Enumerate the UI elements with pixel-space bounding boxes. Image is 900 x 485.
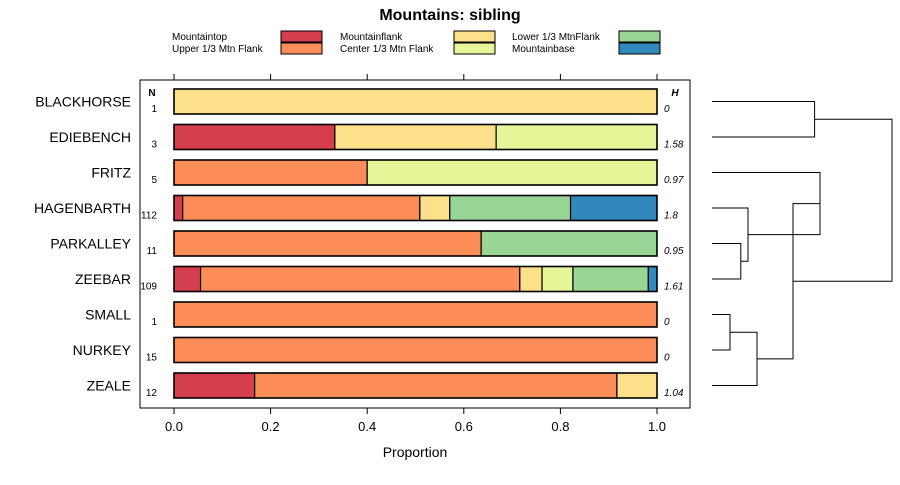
bar-outline [173, 123, 658, 151]
h-column-header: H [671, 88, 679, 99]
category-label: BLACKHORSE [35, 94, 131, 110]
x-tick-label: 0.2 [262, 419, 280, 434]
h-value: 0 [664, 104, 670, 115]
legend-swatch-mountainbase [618, 42, 661, 55]
bar-segment-mountaintop [173, 123, 336, 151]
h-value: 1.58 [664, 140, 684, 151]
bar-segment-lower-1-3-mtnflank [572, 265, 649, 293]
h-value: 1.04 [664, 388, 684, 399]
n-value: 112 [141, 211, 157, 222]
bar-segment-mountainflank [419, 194, 451, 222]
plot-frame [139, 79, 691, 409]
legend-label: Mountainbase [512, 44, 575, 55]
n-value: 5 [151, 175, 157, 186]
bar-segment-mountainflank [519, 265, 543, 293]
legend-swatch-lower-1-3-mtnflank [618, 30, 661, 43]
bar-segment-mountaintop [173, 194, 184, 222]
n-value: 3 [151, 140, 157, 151]
bar-segment-mountainbase [569, 194, 658, 222]
n-value: 15 [146, 353, 158, 364]
bar-outline [173, 336, 658, 364]
bar-segment-upper-1-3-mtn-flank [173, 230, 482, 257]
legend-swatch-upper-1-3-mtn-flank [280, 42, 323, 55]
bar-segment-mountainbase [647, 265, 658, 293]
dendrogram-branch [712, 331, 758, 386]
n-value: 109 [140, 282, 157, 293]
bar-outline [173, 88, 658, 115]
bar-outline [173, 230, 658, 257]
n-value: 1 [151, 104, 157, 115]
legend-label: Lower 1/3 MtnFlank [512, 32, 601, 43]
bar-segment-lower-1-3-mtnflank [449, 194, 572, 222]
x-axis: 0.0 0.2 0.4 0.6 0.8 1.0 [165, 74, 666, 434]
category-label: FRITZ [91, 165, 131, 181]
bar-segment-upper-1-3-mtn-flank [199, 265, 521, 293]
category-label: ZEEBAR [75, 271, 131, 287]
dendrogram-branch [712, 314, 731, 351]
bar-segment-upper-1-3-mtn-flank [173, 336, 658, 364]
n-value: 1 [151, 317, 157, 328]
bar-segment-mountaintop [173, 372, 256, 399]
x-axis-label: Proportion [383, 444, 448, 460]
bars: BLACKHORSE 1 0 EDIEBENCH 3 1.58 FRITZ 5 0.97 HAGE… [34, 88, 684, 399]
category-label: EDIEBENCH [49, 129, 131, 145]
bar-segment-lower-1-3-mtnflank [480, 230, 658, 257]
legend-label: Center 1/3 Mtn Flank [340, 44, 434, 55]
x-tick-label: 0.0 [165, 419, 183, 434]
legend-label: Mountaintop [172, 32, 227, 43]
x-tick-label: 1.0 [648, 419, 666, 434]
bar-segment-upper-1-3-mtn-flank [173, 159, 368, 186]
bar-segment-upper-1-3-mtn-flank [182, 194, 421, 222]
bar-segment-center-1-3-mtn-flank [495, 123, 658, 151]
bar-outline [173, 301, 658, 328]
category-label: ZEALE [87, 378, 131, 394]
bar-segment-center-1-3-mtn-flank [366, 159, 658, 186]
dendrogram-branch [793, 118, 893, 282]
bar-outline [173, 265, 658, 293]
category-label: NURKEY [73, 342, 132, 358]
bar-outline [173, 194, 658, 222]
bar-segment-mountainflank [616, 372, 658, 399]
x-tick-label: 0.6 [455, 419, 473, 434]
bar-outline [173, 159, 658, 186]
x-tick-label: 0.4 [358, 419, 376, 434]
h-value: 0 [664, 317, 670, 328]
legend-swatch-center-1-3-mtn-flank [453, 42, 496, 55]
bar-segment-mountainflank [173, 88, 658, 115]
h-value: 0.97 [664, 175, 684, 186]
bar-segment-center-1-3-mtn-flank [541, 265, 574, 293]
bar-segment-mountainflank [334, 123, 497, 151]
category-label: HAGENBARTH [34, 200, 131, 216]
x-tick-label: 0.8 [551, 419, 569, 434]
legend-swatch-mountainflank [453, 30, 496, 43]
bar-outline [173, 372, 658, 399]
legend-swatch-mountaintop [280, 30, 323, 43]
bar-segment-upper-1-3-mtn-flank [173, 301, 658, 328]
h-value: 1.61 [664, 282, 683, 293]
dendrogram-branch [712, 243, 742, 280]
chart-title: Mountains: sibling [379, 7, 520, 24]
n-column-header: N [148, 88, 155, 99]
category-label: SMALL [85, 307, 131, 323]
dendrogram [712, 101, 893, 386]
legend-label: Upper 1/3 Mtn Flank [172, 44, 264, 55]
bar-segment-upper-1-3-mtn-flank [254, 372, 618, 399]
h-value: 0.95 [664, 246, 684, 257]
legend-label: Mountainflank [340, 32, 403, 43]
n-value: 12 [146, 388, 158, 399]
dendrogram-branch [712, 101, 816, 138]
bar-segment-mountaintop [173, 265, 202, 293]
n-value: 11 [147, 246, 158, 257]
dendrogram-branch [712, 207, 749, 262]
category-label: PARKALLEY [50, 236, 131, 252]
h-value: 0 [664, 353, 670, 364]
h-value: 1.8 [664, 211, 678, 222]
